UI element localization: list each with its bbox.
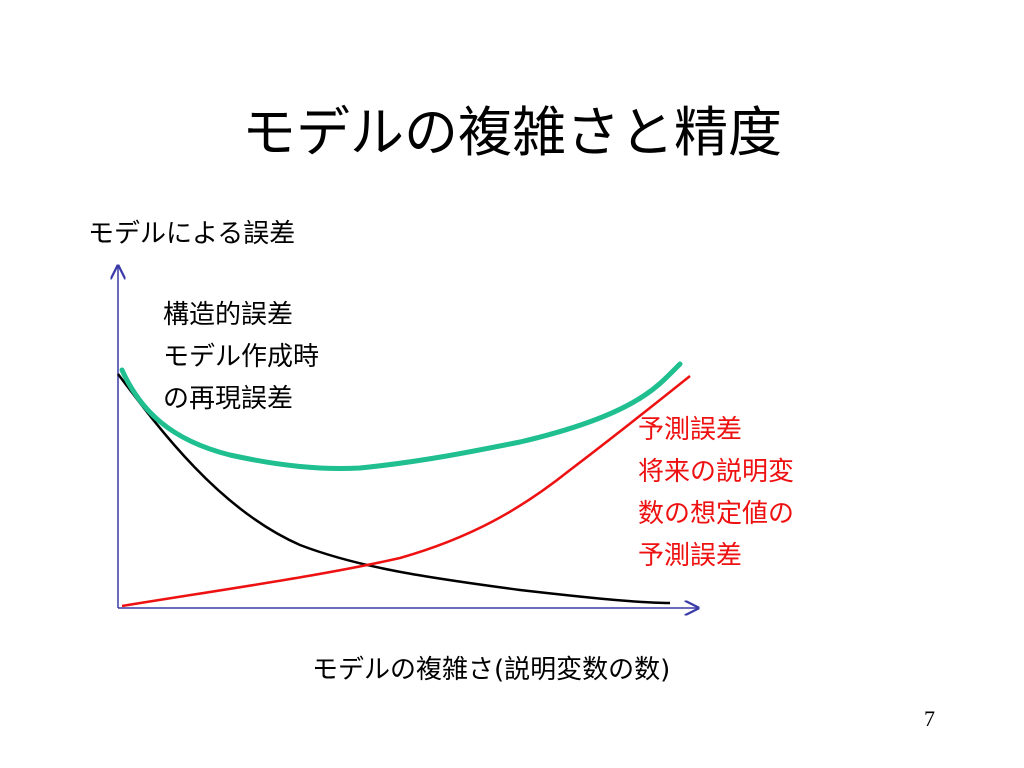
structural-error-curve	[117, 373, 671, 605]
prediction-error-curve	[121, 375, 691, 608]
prediction-error-annotation: 予測誤差 将来の説明変 数の想定値の 予測誤差	[638, 415, 795, 571]
y-axis-label: モデルによる誤差	[88, 219, 296, 249]
page-number: 7	[924, 706, 935, 731]
structural-error-annotation: 構造的誤差 モデル作成時 の再現誤差	[163, 300, 320, 414]
total-error-curve	[119, 361, 683, 471]
slide-title: モデルの複雑さと精度	[242, 101, 782, 164]
x-axis-label: モデルの複雑さ(説明変数の数)	[312, 655, 671, 685]
